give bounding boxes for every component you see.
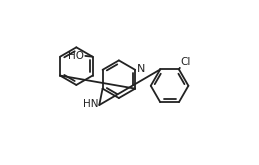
Text: HN: HN bbox=[83, 99, 98, 109]
Text: Cl: Cl bbox=[180, 57, 191, 67]
Text: HO: HO bbox=[68, 51, 84, 61]
Text: N: N bbox=[137, 65, 146, 74]
